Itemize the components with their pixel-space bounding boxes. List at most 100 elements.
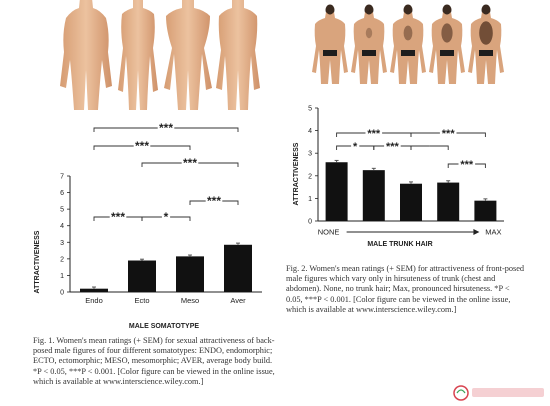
figure-head-hair <box>403 4 413 16</box>
significance-bracket <box>373 145 385 150</box>
bar-aver <box>224 244 252 292</box>
significance-label: * <box>164 210 169 224</box>
significance-bracket <box>359 145 375 150</box>
ectomorph-back-figure <box>118 0 158 110</box>
fig1-caption: Fig. 1. Women's mean ratings (+ SEM) for… <box>33 336 275 386</box>
trunk-hair-shading <box>441 23 453 43</box>
figure-underwear <box>323 50 337 56</box>
bar-max <box>474 200 497 221</box>
hair-level-5-figure <box>468 4 504 84</box>
figure-body <box>312 12 348 84</box>
significance-bracket <box>93 216 110 221</box>
y-tick-label: 5 <box>60 207 64 214</box>
average-back-figure <box>216 0 260 110</box>
fig2-chart: ATTRACTIVENESS MALE TRUNK HAIR 0 1 2 3 4 5 NON… <box>293 106 504 248</box>
figure-underwear <box>479 50 493 56</box>
significance-bracket <box>126 216 143 221</box>
y-tick-label: 7 <box>60 174 64 181</box>
endomorph-back-figure <box>60 0 112 110</box>
y-tick-label: 1 <box>308 196 312 203</box>
watermark-logo-art <box>453 385 544 401</box>
figure-body <box>468 12 504 84</box>
x-tick-label: MAX <box>485 228 501 237</box>
significance-bracket <box>410 145 430 150</box>
significance-bracket <box>429 145 449 150</box>
mesomorph-back-figure <box>164 0 212 110</box>
significance-bracket <box>382 132 412 137</box>
y-tick-label: 4 <box>308 128 312 135</box>
significance-bracket <box>447 163 459 168</box>
significance-bracket <box>410 132 440 137</box>
y-tick-label: 2 <box>308 173 312 180</box>
y-tick-label: 2 <box>60 256 64 263</box>
significance-bracket <box>170 216 191 221</box>
figure-head-hair <box>442 4 452 16</box>
bar-endo <box>80 288 108 292</box>
hair-axis-arrowhead <box>473 229 480 235</box>
significance-bracket <box>189 200 206 205</box>
significance-bracket <box>93 127 158 132</box>
y-tick-label: 0 <box>60 290 64 297</box>
fig2-ylabel: ATTRACTIVENESS <box>293 142 300 205</box>
significance-label: *** <box>159 121 173 135</box>
figure-underwear <box>362 50 376 56</box>
significance-bracket <box>475 163 486 168</box>
significance-bracket <box>400 145 412 150</box>
significance-bracket <box>150 145 191 150</box>
significance-label: *** <box>207 194 221 208</box>
fig1-chart: ATTRACTIVENESS MALE SOMATOTYPE 0 1 2 3 4 5 6 7 E… <box>34 121 262 330</box>
bar-ecto <box>128 260 156 292</box>
y-tick-label: 3 <box>308 151 312 158</box>
figure-head-hair <box>325 4 335 16</box>
significance-label: *** <box>386 141 400 153</box>
hair-level-4-figure <box>429 4 465 84</box>
x-tick-label: Ecto <box>134 296 149 305</box>
significance-bracket <box>336 132 366 137</box>
y-tick-label: 6 <box>60 190 64 197</box>
significance-bracket <box>141 162 182 167</box>
significance-bracket <box>222 200 239 205</box>
figure-body <box>429 12 465 84</box>
y-tick-label: 5 <box>308 106 312 113</box>
trunk-hair-shading <box>403 25 413 41</box>
bar-level-4 <box>437 182 460 221</box>
significance-bracket <box>336 145 352 150</box>
fig2-xlabel: MALE TRUNK HAIR <box>367 241 432 248</box>
x-tick-label: Aver <box>230 296 246 305</box>
figure-underwear <box>401 50 415 56</box>
y-tick-label: 4 <box>60 223 64 230</box>
fig1-ylabel: ATTRACTIVENESS <box>34 230 41 293</box>
hair-level-2-figure <box>351 4 387 84</box>
significance-label: *** <box>460 159 474 171</box>
significance-bracket <box>174 127 239 132</box>
figure-head-hair <box>481 4 491 16</box>
significance-bracket <box>93 145 134 150</box>
hair-level-3-figure <box>390 4 426 84</box>
significance-bracket <box>456 132 486 137</box>
figure-underwear <box>440 50 454 56</box>
x-tick-label: Meso <box>181 296 199 305</box>
y-tick-label: 3 <box>60 240 64 247</box>
trunk-hair-shading <box>365 27 373 39</box>
y-tick-label: 0 <box>308 219 312 226</box>
significance-label: * <box>353 141 358 153</box>
figure-body <box>390 12 426 84</box>
significance-label: *** <box>135 139 149 153</box>
watermark-logo <box>452 383 548 403</box>
x-tick-label: NONE <box>318 228 340 237</box>
significance-label: *** <box>111 210 125 224</box>
bar-level-2 <box>362 170 385 221</box>
significance-bracket <box>141 216 162 221</box>
trunk-hair-shading <box>479 21 493 45</box>
figure-body <box>351 12 387 84</box>
significance-bracket <box>198 162 239 167</box>
fig1-figures-strip <box>60 0 260 110</box>
bar-level-3 <box>400 183 422 221</box>
significance-label: *** <box>367 128 381 140</box>
significance-label: *** <box>183 156 197 170</box>
bar-none <box>325 162 348 221</box>
y-tick-label: 1 <box>60 273 64 280</box>
figure-head-hair <box>364 4 374 16</box>
x-tick-label: Endo <box>85 296 103 305</box>
bar-meso <box>176 256 204 292</box>
